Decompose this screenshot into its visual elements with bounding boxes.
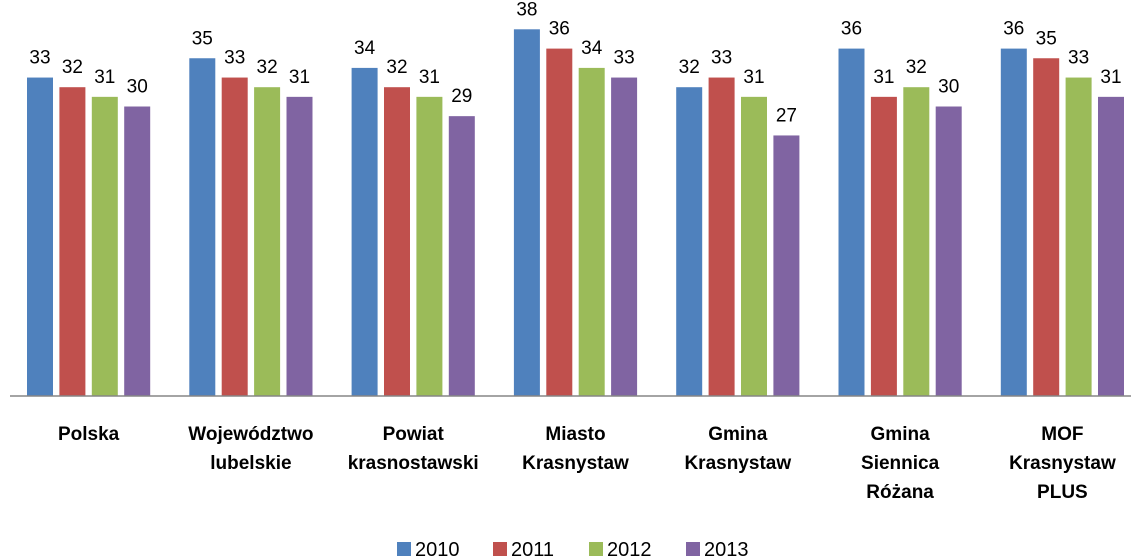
category-label-4-1: Krasnystaw bbox=[684, 453, 791, 474]
data-label-2011-1: 33 bbox=[224, 48, 245, 69]
legend-swatch-2013 bbox=[686, 542, 700, 556]
data-label-2012-2: 31 bbox=[419, 67, 440, 88]
legend-label-2013: 2013 bbox=[704, 539, 749, 559]
data-label-2013-5: 30 bbox=[938, 77, 959, 98]
bar-2013-5 bbox=[935, 106, 962, 396]
bar-2011-6 bbox=[1033, 58, 1060, 396]
bar-2010-1 bbox=[189, 58, 216, 396]
category-label-6-1: Krasnystaw bbox=[1009, 453, 1116, 474]
legend-swatch-2010 bbox=[397, 542, 411, 556]
category-label-5-0: Gmina bbox=[871, 424, 931, 445]
category-label-5-2: Różana bbox=[866, 482, 934, 503]
category-label-5-1: Siennica bbox=[861, 453, 940, 474]
data-label-2010-5: 36 bbox=[841, 19, 862, 40]
data-label-2010-1: 35 bbox=[192, 28, 213, 49]
data-labels-group: 33 35 34 38 32 36 36 32 33 32 36 33 31 35 31 32 31 34 31 32… bbox=[29, 0, 1121, 126]
legend: 2010 2011 2012 2013 bbox=[397, 539, 749, 559]
data-label-2011-0: 32 bbox=[62, 57, 83, 78]
category-label-0-0: Polska bbox=[58, 424, 120, 445]
bar-2010-6 bbox=[1000, 48, 1027, 396]
bar-2012-6 bbox=[1065, 77, 1092, 397]
category-label-3-0: Miasto bbox=[545, 424, 605, 445]
data-label-2010-6: 36 bbox=[1003, 19, 1024, 40]
data-label-2012-0: 31 bbox=[94, 67, 115, 88]
category-label-1-0: Województwo bbox=[188, 424, 313, 445]
category-label-6-0: MOF bbox=[1041, 424, 1083, 445]
bar-2013-3 bbox=[611, 77, 638, 397]
data-label-2010-0: 33 bbox=[29, 48, 50, 69]
category-label-1-1: lubelskie bbox=[210, 453, 291, 474]
bar-2011-0 bbox=[59, 87, 86, 396]
data-label-2013-3: 33 bbox=[614, 48, 635, 69]
category-label-2-1: krasnostawski bbox=[348, 453, 479, 474]
bar-2011-5 bbox=[870, 96, 897, 396]
category-label-6-2: PLUS bbox=[1037, 482, 1088, 503]
data-label-2011-2: 32 bbox=[386, 57, 407, 78]
data-label-2013-4: 27 bbox=[776, 105, 797, 126]
legend-label-2011: 2011 bbox=[511, 539, 554, 559]
bar-2012-3 bbox=[578, 67, 605, 397]
category-label-3-1: Krasnystaw bbox=[522, 453, 629, 474]
bars-group bbox=[27, 29, 1124, 397]
bar-2010-0 bbox=[27, 77, 53, 397]
data-label-2011-6: 35 bbox=[1036, 28, 1057, 49]
category-label-2-0: Powiat bbox=[383, 424, 445, 445]
bar-2010-3 bbox=[513, 29, 540, 397]
data-label-2012-5: 32 bbox=[906, 57, 927, 78]
data-label-2012-4: 31 bbox=[743, 67, 764, 88]
bar-2013-6 bbox=[1098, 96, 1124, 396]
data-label-2012-3: 34 bbox=[581, 38, 603, 59]
category-label-4-0: Gmina bbox=[708, 424, 768, 445]
data-label-2010-4: 32 bbox=[679, 57, 700, 78]
bar-2013-0 bbox=[124, 106, 151, 396]
bar-2010-2 bbox=[351, 67, 378, 397]
bar-2012-5 bbox=[903, 87, 930, 396]
legend-swatch-2012 bbox=[589, 542, 603, 556]
data-label-2012-6: 33 bbox=[1068, 48, 1089, 69]
bar-2011-1 bbox=[221, 77, 248, 397]
category-labels-group: Polska Województwo lubelskie Powiat krasnost… bbox=[58, 424, 1116, 503]
data-label-2011-4: 33 bbox=[711, 48, 732, 69]
bar-2012-1 bbox=[254, 87, 281, 396]
data-label-2013-6: 31 bbox=[1100, 67, 1121, 88]
data-label-2010-2: 34 bbox=[354, 38, 376, 59]
legend-label-2012: 2012 bbox=[607, 539, 652, 559]
bar-2013-2 bbox=[448, 116, 475, 397]
data-label-2013-1: 31 bbox=[289, 67, 310, 88]
bar-2011-2 bbox=[384, 87, 410, 396]
bar-2013-4 bbox=[773, 135, 800, 396]
bar-2012-0 bbox=[91, 96, 118, 396]
legend-swatch-2011 bbox=[493, 542, 507, 556]
data-label-2011-5: 31 bbox=[873, 67, 894, 88]
bar-2011-4 bbox=[708, 77, 735, 397]
data-label-2013-0: 30 bbox=[127, 77, 148, 98]
data-label-2012-1: 32 bbox=[257, 57, 278, 78]
bar-2010-5 bbox=[838, 48, 865, 396]
data-label-2013-2: 29 bbox=[451, 86, 472, 107]
bar-2012-4 bbox=[741, 96, 767, 396]
data-label-2011-3: 36 bbox=[549, 19, 570, 40]
bar-2010-4 bbox=[676, 87, 703, 396]
data-label-2010-3: 38 bbox=[516, 0, 537, 20]
bar-2012-2 bbox=[416, 96, 443, 396]
bar-2013-1 bbox=[286, 96, 313, 396]
legend-label-2010: 2010 bbox=[415, 539, 460, 559]
bar-2011-3 bbox=[546, 48, 573, 396]
